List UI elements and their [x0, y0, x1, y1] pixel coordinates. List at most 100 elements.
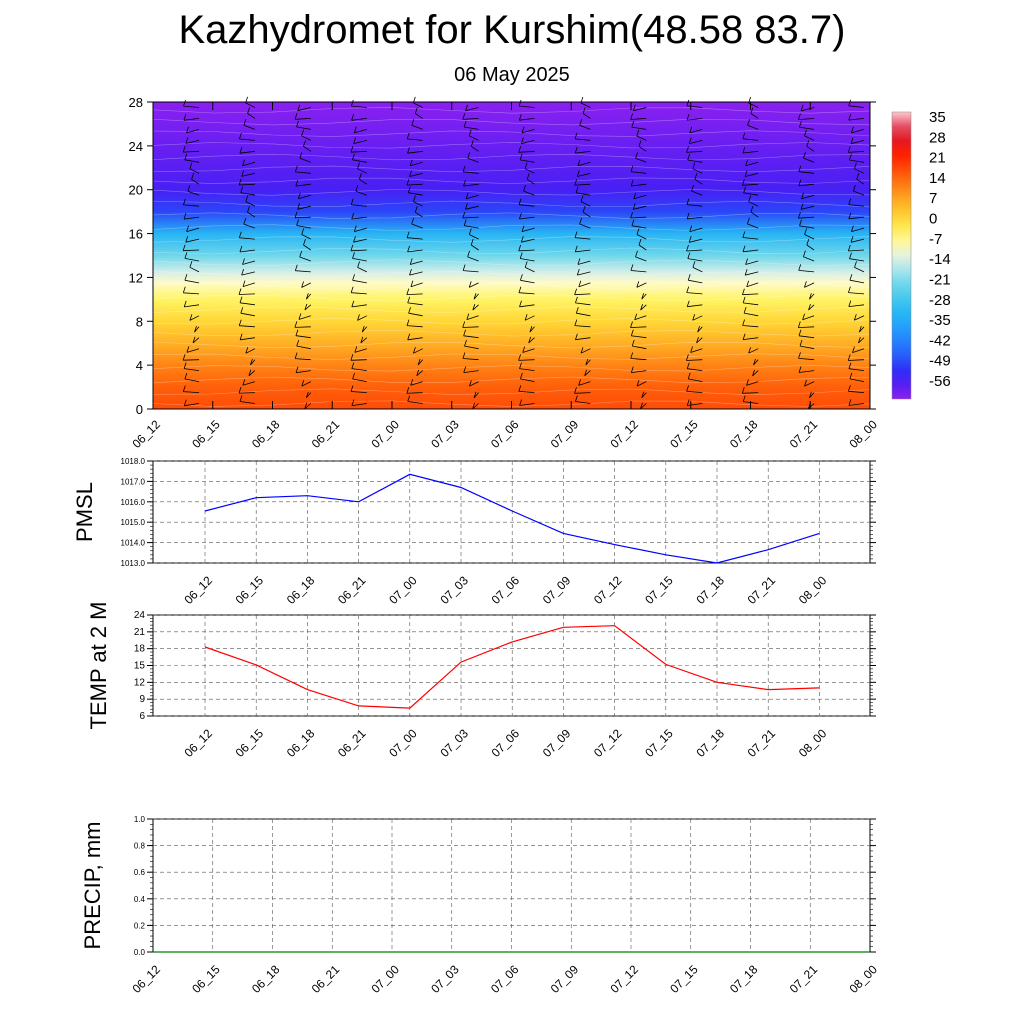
colorbar-label: -42: [929, 332, 951, 349]
wind-barb: [853, 184, 865, 196]
x-tick-label: 07_09: [548, 417, 582, 451]
wind-barb: [297, 104, 311, 112]
wind-barb: [298, 192, 311, 200]
x-tick-label: 06_18: [249, 962, 283, 996]
x-tick-label: 06_12: [181, 573, 215, 607]
pmsl-panel: [147, 460, 876, 564]
wind-barb: [239, 132, 255, 141]
wind-barb: [240, 307, 255, 317]
wind-barb: [467, 152, 479, 163]
wind-barb: [638, 238, 647, 251]
wind-barb: [241, 170, 255, 177]
wind-barb: [296, 120, 311, 130]
y-tick-label: 6: [139, 711, 145, 722]
wind-barb: [182, 286, 200, 295]
wind-barb: [238, 178, 255, 186]
x-tick-label: 06_21: [335, 726, 369, 760]
x-tick-label: 07_00: [386, 726, 420, 760]
wind-barb: [847, 244, 865, 252]
wind-barb: [574, 231, 591, 240]
wind-barb: [407, 147, 423, 154]
y-tick-label: 15: [134, 661, 146, 672]
x-tick-label: 07_21: [787, 417, 821, 451]
contour-line: [152, 224, 871, 231]
wind-barb: [406, 387, 423, 394]
wind-barb: [462, 211, 479, 219]
wind-barb: [238, 386, 255, 394]
wind-barb: [803, 250, 815, 262]
wind-barb: [469, 380, 479, 387]
wind-barb: [574, 146, 591, 154]
wind-barb: [687, 274, 703, 284]
wind-barb: [630, 366, 647, 373]
y-tick-label: 12: [134, 677, 146, 688]
wind-barb: [848, 385, 865, 393]
wind-barb: [742, 333, 759, 340]
wind-barb: [406, 178, 423, 186]
wind-barb: [851, 225, 865, 232]
wind-barb: [521, 137, 535, 144]
wind-barb: [574, 245, 591, 253]
wind-barb: [744, 269, 759, 276]
chart-title: Kazhydromet for Kurshim(48.58 83.7): [178, 8, 846, 52]
wind-barb: [686, 113, 703, 121]
temp-panel: [147, 614, 876, 717]
wind-barb: [747, 217, 759, 229]
wind-barb: [687, 153, 703, 163]
wind-barb: [518, 146, 535, 153]
wind-barb: [182, 385, 200, 393]
wind-barb: [352, 274, 367, 284]
wind-barb: [409, 268, 423, 276]
wind-barb: [850, 137, 865, 145]
wind-barb: [242, 280, 256, 287]
wind-barb: [798, 165, 815, 174]
wind-barb: [574, 179, 591, 186]
wind-barb: [633, 192, 647, 200]
wind-barb: [800, 104, 815, 112]
wind-barb: [742, 296, 759, 306]
wind-barb: [406, 231, 423, 240]
wind-barb: [742, 179, 759, 186]
contour-line: [152, 318, 871, 325]
x-tick-label: 07_06: [489, 726, 523, 760]
wind-barb: [520, 372, 535, 382]
wind-barb: [688, 236, 703, 243]
y-tick-label: 1016.0: [121, 498, 146, 507]
wind-barb: [462, 165, 479, 174]
wind-barb: [519, 300, 535, 308]
wind-barb: [518, 385, 535, 393]
wind-barb: [351, 212, 367, 220]
wind-barb: [582, 107, 591, 119]
wind-barb: [189, 314, 200, 321]
plot-frame: [152, 460, 871, 564]
wind-barb: [414, 206, 423, 218]
wind-barb: [351, 300, 367, 308]
wind-barb: [518, 286, 535, 295]
y-tick-label: 4: [136, 358, 143, 373]
wind-barb: [742, 231, 759, 240]
wind-barb: [350, 244, 367, 252]
wind-barb: [299, 250, 311, 262]
x-tick-label: 08_00: [796, 726, 830, 760]
wind-barb: [689, 225, 703, 232]
wind-barb: [410, 379, 423, 386]
wind-barb: [523, 184, 535, 196]
wind-barb: [848, 286, 865, 295]
wind-barb: [468, 281, 479, 288]
wind-barb: [247, 206, 256, 218]
wind-barb: [848, 300, 865, 307]
wind-barb: [411, 217, 423, 229]
x-tick-label: 07_00: [368, 962, 402, 996]
wind-barb: [748, 195, 759, 207]
wind-barb: [524, 261, 535, 273]
wind-barb: [632, 104, 647, 112]
wind-barb: [238, 231, 255, 240]
wind-barb: [630, 211, 647, 219]
x-tick-label: 07_03: [428, 417, 462, 451]
x-tick-label: 07_18: [693, 573, 727, 607]
wind-barb: [245, 195, 256, 207]
wind-barb: [406, 319, 423, 328]
wind-barb: [692, 314, 703, 321]
contour-line: [152, 189, 871, 196]
y-tick-label: 12: [129, 270, 143, 285]
